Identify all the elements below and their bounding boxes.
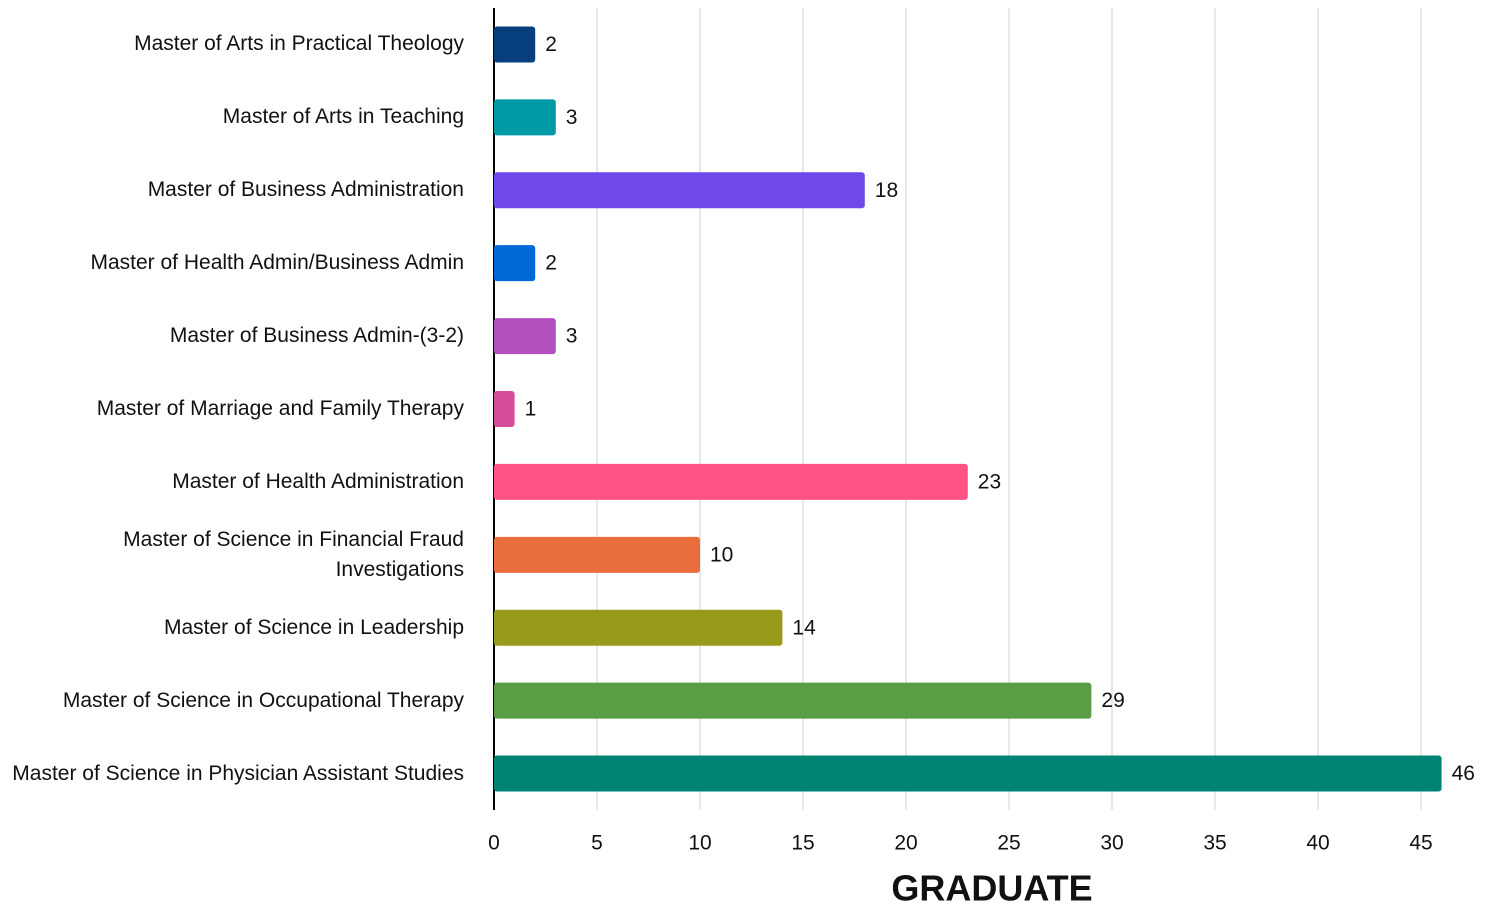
bar bbox=[494, 463, 968, 500]
bar bbox=[494, 99, 556, 136]
bar bbox=[494, 26, 536, 63]
x-tick-label: 15 bbox=[791, 832, 814, 855]
y-tick-label: Master of Arts in Practical Theology bbox=[134, 32, 464, 56]
y-tick-label: Master of Science in Leadership bbox=[164, 615, 464, 639]
value-label: 2 bbox=[545, 33, 557, 56]
bar bbox=[494, 682, 1092, 719]
x-tick-label: 5 bbox=[591, 832, 603, 855]
y-tick-label: Master of Science in Financial Fraud Inv… bbox=[123, 527, 464, 581]
x-tick-label: 40 bbox=[1306, 832, 1329, 855]
bar bbox=[494, 391, 515, 427]
value-label: 3 bbox=[566, 325, 578, 348]
x-tick-label: 35 bbox=[1203, 832, 1226, 855]
x-tick-label: 20 bbox=[894, 832, 917, 855]
value-label: 3 bbox=[566, 106, 578, 129]
value-label: 10 bbox=[710, 543, 733, 566]
value-label: 14 bbox=[792, 616, 816, 639]
y-tick-label: Master of Health Administration bbox=[172, 469, 464, 493]
x-axis-label: GRADUATE bbox=[891, 868, 1092, 909]
y-tick-label: Master of Arts in Teaching bbox=[222, 105, 464, 129]
value-label: 46 bbox=[1452, 762, 1475, 785]
y-tick-label: Master of Science in Occupational Therap… bbox=[62, 688, 464, 712]
x-tick-label: 0 bbox=[488, 832, 500, 855]
bar bbox=[494, 536, 700, 573]
y-tick-label: Master of Business Admin-(3-2) bbox=[169, 324, 464, 348]
x-tick-label: 30 bbox=[1100, 832, 1123, 855]
bar bbox=[494, 755, 1442, 792]
bar bbox=[494, 609, 783, 646]
value-label: 29 bbox=[1101, 689, 1124, 712]
y-tick-label: Master of Business Administration bbox=[147, 178, 464, 202]
y-tick-label: Master of Science in Physician Assistant… bbox=[12, 761, 464, 785]
value-label: 23 bbox=[978, 470, 1001, 493]
bar bbox=[494, 318, 556, 355]
bar bbox=[494, 172, 865, 209]
x-tick-label: 45 bbox=[1409, 832, 1432, 855]
value-label: 2 bbox=[545, 252, 557, 275]
x-tick-label: 25 bbox=[997, 832, 1020, 855]
value-label: 18 bbox=[875, 179, 898, 202]
y-tick-label: Master of Marriage and Family Therapy bbox=[96, 397, 464, 420]
value-label: 1 bbox=[525, 398, 537, 421]
y-tick-label: Master of Health Admin/Business Admin bbox=[90, 251, 464, 275]
x-tick-label: 10 bbox=[688, 832, 711, 855]
bar bbox=[494, 245, 536, 282]
